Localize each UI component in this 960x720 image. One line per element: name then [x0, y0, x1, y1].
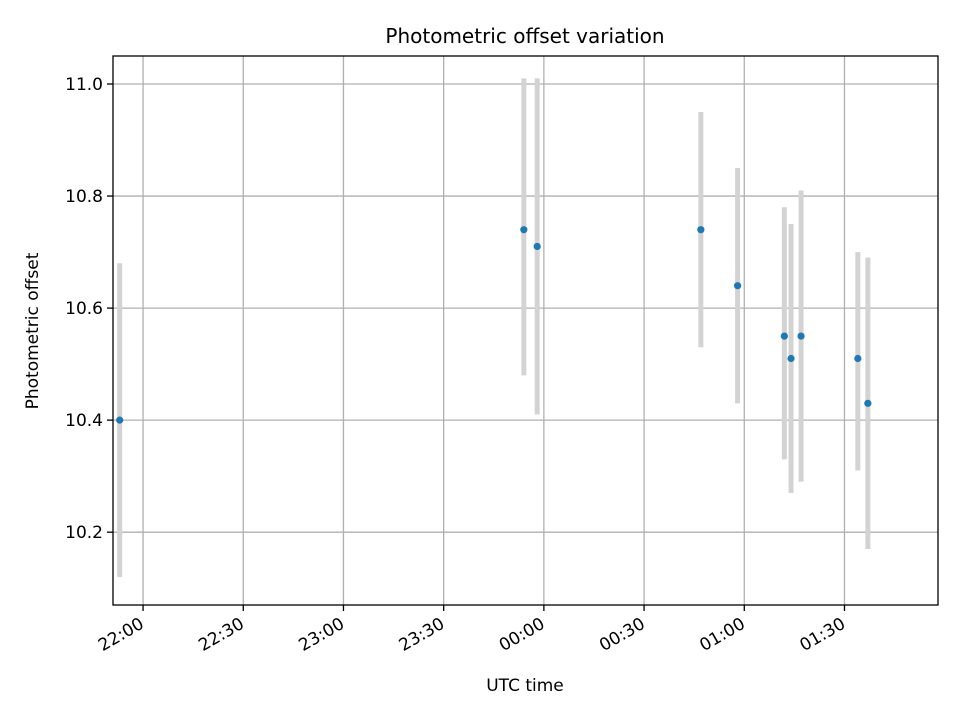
y-tick-label: 10.4	[65, 411, 103, 431]
y-tick-label: 10.8	[65, 187, 103, 207]
data-points	[116, 226, 872, 424]
errorbars	[117, 78, 871, 577]
x-tick-label: 00:30	[596, 614, 648, 656]
chart-title: Photometric offset variation	[385, 24, 664, 48]
x-tick-label: 01:00	[696, 614, 748, 656]
x-tick-label: 01:30	[797, 614, 849, 656]
data-point	[797, 332, 805, 340]
x-tick-label: 22:00	[95, 614, 147, 656]
data-point	[520, 226, 528, 234]
x-tick-label: 00:00	[496, 614, 548, 656]
data-point	[787, 354, 795, 363]
data-point	[854, 354, 862, 363]
data-point	[780, 332, 788, 340]
data-point	[864, 399, 872, 407]
y-axis: 10.2 10.4 10.6 10.8 11.0	[65, 75, 113, 543]
data-point	[697, 226, 705, 234]
y-tick-label: 10.6	[65, 299, 103, 319]
data-point	[116, 416, 124, 424]
data-point	[733, 282, 742, 290]
y-tick-label: 11.0	[65, 75, 103, 95]
x-axis-title: UTC time	[486, 676, 564, 696]
y-axis-title: Photometric offset	[23, 252, 43, 409]
plot-frame	[112, 55, 939, 606]
x-tick-label: 23:30	[396, 614, 448, 656]
x-tick-label: 23:00	[296, 614, 348, 656]
y-tick-label: 10.2	[65, 523, 103, 543]
x-tick-label: 22:30	[195, 614, 247, 656]
data-point	[533, 242, 541, 251]
x-axis: 22:00 22:30 23:00 23:30 00:00 00:30 01:00 01:30	[95, 605, 849, 656]
